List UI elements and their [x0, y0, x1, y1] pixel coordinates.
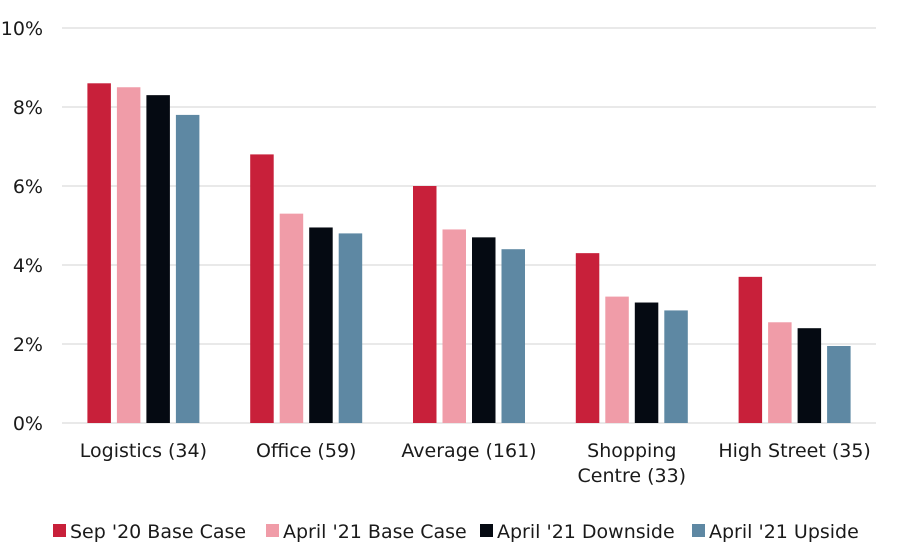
x-category-label: Logistics (34) — [80, 440, 207, 462]
bar — [827, 345, 851, 423]
x-axis: Logistics (34) Office (59) Average (161) Sh… — [80, 440, 871, 487]
bar — [768, 322, 792, 423]
bar — [664, 310, 688, 423]
bar — [501, 249, 525, 423]
bar — [575, 253, 600, 423]
bar — [279, 213, 304, 423]
legend-label: April '21 Upside — [709, 521, 859, 543]
legend-label: April '21 Base Case — [283, 521, 467, 543]
bar — [472, 237, 496, 423]
x-category-label: Average (161) — [401, 440, 536, 462]
bar — [634, 302, 659, 423]
y-axis: 0% 2% 4% 6% 8% 10% — [1, 18, 43, 435]
legend-swatch — [692, 524, 705, 537]
bar — [338, 233, 363, 423]
bar — [605, 296, 629, 423]
y-tick-label: 2% — [13, 334, 43, 356]
bar — [146, 95, 170, 424]
y-tick-label: 10% — [1, 18, 43, 40]
bar — [738, 276, 763, 423]
legend-swatch — [266, 524, 279, 537]
x-category-label: High Street (35) — [718, 440, 870, 462]
bar — [175, 114, 200, 424]
legend: Sep '20 Base Case April '21 Base Case Apri… — [53, 521, 859, 543]
y-tick-label: 8% — [13, 97, 43, 119]
x-category-label: Shopping — [587, 440, 676, 462]
bar — [87, 83, 111, 424]
bar — [413, 186, 437, 423]
bar — [309, 227, 333, 423]
bar — [797, 328, 822, 423]
bar — [250, 154, 274, 423]
legend-label: April '21 Downside — [497, 521, 675, 543]
legend-swatch — [53, 524, 66, 537]
legend-swatch — [480, 524, 493, 537]
bars — [87, 83, 851, 424]
x-category-label: Office (59) — [256, 440, 357, 462]
x-category-label: Centre (33) — [578, 465, 687, 487]
bar — [116, 87, 141, 423]
y-tick-label: 0% — [13, 413, 43, 435]
legend-label: Sep '20 Base Case — [70, 521, 246, 543]
bar — [442, 229, 466, 423]
y-tick-label: 4% — [13, 255, 43, 277]
y-tick-label: 6% — [13, 176, 43, 198]
